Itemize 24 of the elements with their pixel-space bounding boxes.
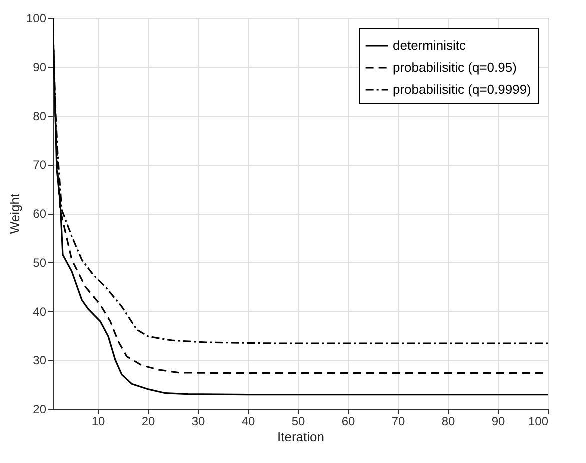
x-tick-label: 10 [92,414,106,428]
y-tick-label: 20 [33,402,47,416]
legend-label: determinisitc [393,38,466,53]
x-tick-label: 60 [342,414,356,428]
x-tick-label: 100 [528,414,549,428]
x-tick-label: 90 [492,414,506,428]
y-axis-title: Weight [7,194,22,234]
x-tick-label: 20 [142,414,156,428]
y-tick-label: 80 [33,109,47,124]
x-tick-label: 80 [442,414,456,428]
y-tick-label: 40 [33,304,47,319]
legend-label: probabilisitic (q=0.95) [393,60,517,75]
y-tick-label: 30 [33,354,47,368]
legend-label: probabilisitic (q=0.9999) [393,82,532,97]
y-tick-label: 100 [26,12,47,26]
y-tick-label: 70 [33,158,47,172]
y-tick-label: 90 [33,60,47,74]
x-tick-label: 50 [292,414,306,428]
x-axis-title: Iteration [278,430,324,444]
x-tick-label: 70 [392,414,406,428]
y-tick-label: 50 [33,256,47,270]
x-tick-label: 40 [242,414,256,428]
x-tick-label: 30 [192,414,206,428]
y-tick-label: 60 [33,207,47,221]
